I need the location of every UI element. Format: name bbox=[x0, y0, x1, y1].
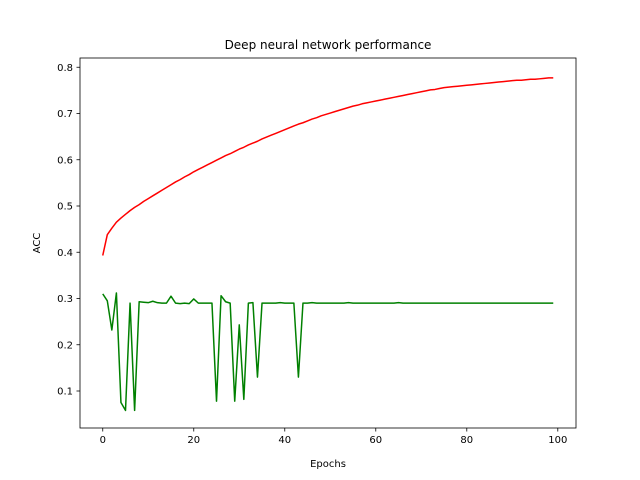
chart-title: Deep neural network performance bbox=[225, 38, 432, 52]
y-tick-label: 0.8 bbox=[57, 63, 73, 74]
x-tick-label: 80 bbox=[460, 435, 473, 446]
x-axis-label: Epochs bbox=[310, 459, 346, 470]
plot-area-frame bbox=[79, 57, 577, 429]
x-tick-label: 40 bbox=[278, 435, 291, 446]
series-line-1 bbox=[102, 77, 554, 256]
y-tick-label: 0.1 bbox=[57, 387, 73, 398]
y-axis-ticks: 0.1 0.2 0.3 0.4 0.5 0.6 0.7 0.8 bbox=[57, 63, 80, 398]
y-axis-label: ACC bbox=[32, 233, 43, 254]
y-tick-label: 0.2 bbox=[57, 340, 73, 351]
y-tick-label: 0.4 bbox=[57, 248, 73, 259]
y-tick-label: 0.6 bbox=[57, 155, 73, 166]
series-layer bbox=[102, 77, 554, 412]
y-tick-label: 0.5 bbox=[57, 202, 73, 213]
x-axis-ticks: 0 20 40 60 80 100 bbox=[100, 428, 567, 446]
series-line-2 bbox=[102, 292, 554, 412]
y-tick-label: 0.7 bbox=[57, 109, 73, 120]
x-tick-label: 100 bbox=[548, 435, 567, 446]
x-tick-label: 60 bbox=[369, 435, 382, 446]
x-tick-label: 20 bbox=[187, 435, 200, 446]
y-tick-label: 0.3 bbox=[57, 294, 73, 305]
x-tick-label: 0 bbox=[100, 435, 106, 446]
